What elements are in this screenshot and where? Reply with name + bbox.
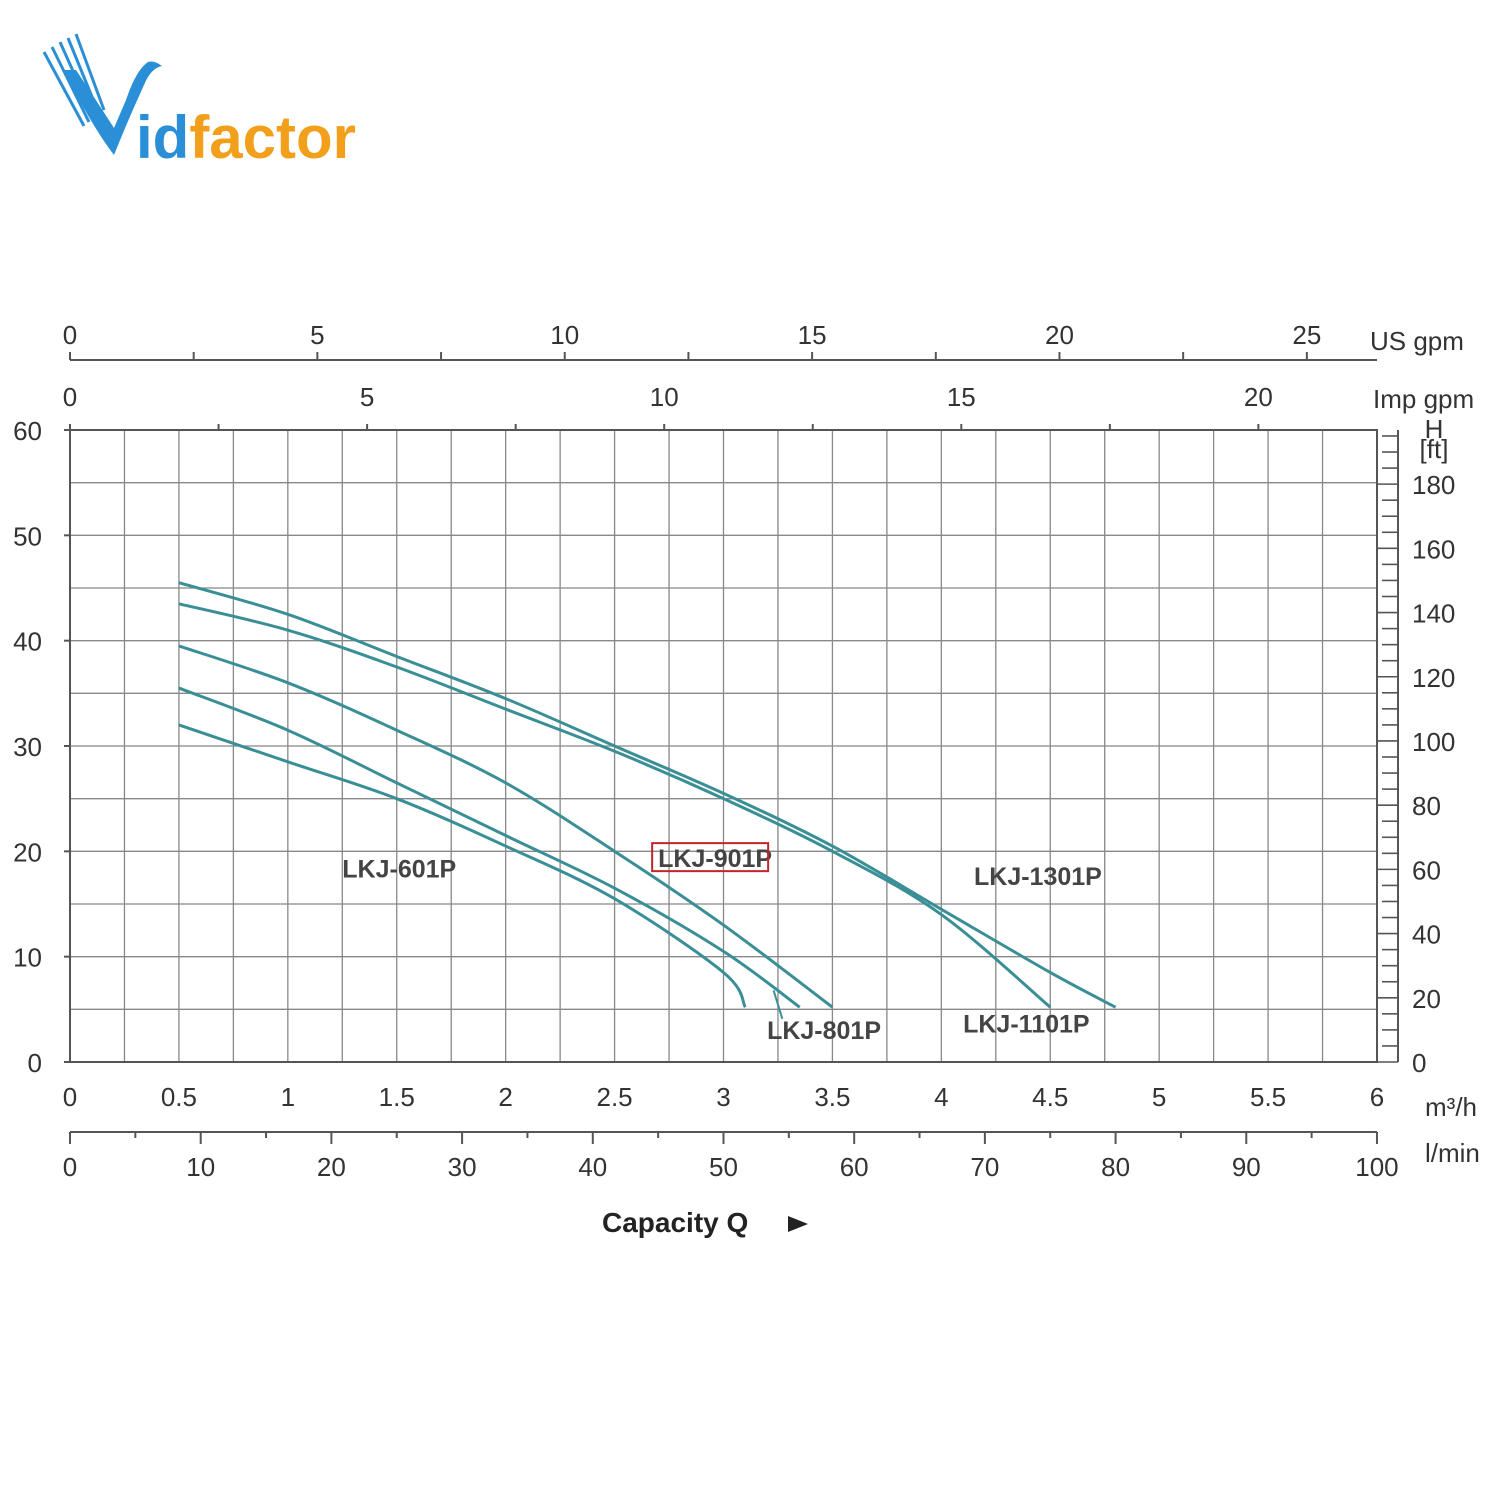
x-tick-label: 3.5 (814, 1082, 850, 1112)
logo-d-letter: d (153, 104, 190, 171)
x-tick-label: 0 (63, 1082, 77, 1112)
ft-tick-label: 100 (1412, 727, 1455, 757)
logo-i-letter: i (136, 104, 153, 171)
ft-tick-label: 20 (1412, 984, 1441, 1014)
ft-tick-label: 180 (1412, 470, 1455, 500)
series-label-lkj-901p: LKJ-901P (658, 845, 772, 873)
y-tick-label: 10 (13, 943, 42, 973)
grid (69, 429, 1378, 1063)
x-axis-title: Capacity Q (602, 1207, 748, 1238)
series-label-lkj-1101p: LKJ-1101P (963, 1011, 1089, 1039)
y-tick-label: 60 (13, 416, 42, 446)
impgpm-unit-label: Imp gpm (1373, 384, 1474, 414)
lmin-tick-label: 100 (1355, 1152, 1398, 1182)
lmin-tick-label: 10 (186, 1152, 215, 1182)
impgpm-tick-label: 5 (360, 382, 374, 412)
usgpm-tick-label: 25 (1292, 320, 1321, 350)
ft-unit-label-top: H (1425, 414, 1444, 444)
impgpm-tick-label: 0 (63, 382, 77, 412)
lmin-unit-label: l/min (1425, 1138, 1480, 1168)
series-labels: LKJ-601P LKJ-901P LKJ-1301P LKJ-801P LKJ-110… (342, 842, 1102, 1045)
arrow-right-icon (788, 1216, 808, 1232)
ft-unit-label-bottom: [ft] (1420, 434, 1449, 464)
y-tick-label: 50 (13, 521, 42, 551)
ft-tick-label: 60 (1412, 855, 1441, 885)
x-tick-label: 2.5 (597, 1082, 633, 1112)
logo-wordmark: idfactor (136, 104, 356, 171)
lkj-801p-pointer (772, 990, 784, 1020)
ft-tick-label: 160 (1412, 534, 1455, 564)
highlight-box (651, 842, 770, 873)
x-tick-label: 0.5 (161, 1082, 197, 1112)
impgpm-tick-label: 15 (947, 382, 976, 412)
lmin-tick-label: 60 (840, 1152, 869, 1182)
vidfactor-logo: idfactor (42, 33, 356, 171)
usgpm-tick-label: 5 (310, 320, 324, 350)
y-tick-label: 0 (28, 1048, 42, 1078)
lmin-tick-label: 90 (1232, 1152, 1261, 1182)
y-tick-label: 30 (13, 732, 42, 762)
usgpm-tick-label: 20 (1045, 320, 1074, 350)
bird-v-icon (64, 61, 162, 155)
lmin-tick-label: 50 (709, 1152, 738, 1182)
series-line-lkj-601p (178, 723, 747, 1009)
x-tick-label: 4.5 (1032, 1082, 1068, 1112)
series-lines (178, 581, 1117, 1020)
y-tick-label: 40 (13, 627, 42, 657)
x-tick-label: 3 (716, 1082, 730, 1112)
series-label-lkj-1301p: LKJ-1301P (974, 863, 1102, 891)
x-unit-label: m³/h (1425, 1092, 1477, 1122)
series-label-lkj-801p: LKJ-801P (767, 1017, 881, 1045)
y-tick-label: 20 (13, 837, 42, 867)
ft-tick-label: 0 (1412, 1048, 1426, 1078)
series-line-lkj-901p (178, 644, 834, 1009)
ft-tick-label: 120 (1412, 663, 1455, 693)
x-tick-label: 1 (281, 1082, 295, 1112)
x-tick-label: 5.5 (1250, 1082, 1286, 1112)
usgpm-tick-label: 0 (63, 320, 77, 350)
usgpm-tick-label: 15 (798, 320, 827, 350)
lmin-tick-label: 70 (970, 1152, 999, 1182)
usgpm-tick-label: 10 (550, 320, 579, 350)
lmin-tick-label: 80 (1101, 1152, 1130, 1182)
lmin-tick-label: 40 (578, 1152, 607, 1182)
x-tick-label: 1.5 (379, 1082, 415, 1112)
x-tick-label: 5 (1152, 1082, 1166, 1112)
ft-tick-label: 40 (1412, 920, 1441, 950)
logo-factor-letters: factor (189, 104, 356, 171)
series-line-lkj-801p (178, 686, 801, 1009)
lmin-tick-label: 20 (317, 1152, 346, 1182)
ft-tick-label: 80 (1412, 791, 1441, 821)
usgpm-unit-label: US gpm (1370, 326, 1464, 356)
series-line-lkj-1301p (178, 581, 1117, 1009)
x-tick-label: 2 (498, 1082, 512, 1112)
lmin-tick-label: 0 (63, 1152, 77, 1182)
series-line-lkj-1101p (178, 602, 1052, 1009)
x-tick-label: 6 (1370, 1082, 1384, 1112)
x-tick-label: 4 (934, 1082, 948, 1112)
impgpm-tick-label: 10 (650, 382, 679, 412)
lmin-tick-label: 30 (448, 1152, 477, 1182)
impgpm-tick-label: 20 (1244, 382, 1273, 412)
ft-tick-label: 140 (1412, 599, 1455, 629)
series-label-lkj-601p: LKJ-601P (342, 856, 456, 884)
